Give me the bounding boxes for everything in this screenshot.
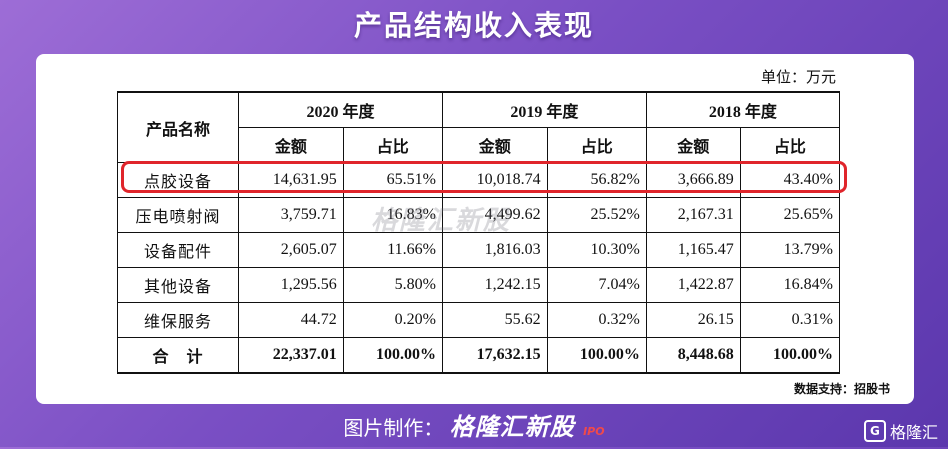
cell-amount: 26.15: [645, 302, 741, 338]
unit-label: 单位：万元: [760, 68, 836, 86]
page-title: 产品结构收入表现: [353, 9, 594, 42]
total-amount: 8,448.68: [645, 337, 741, 374]
cell-share: 25.65%: [739, 197, 841, 233]
table-row: 维保服务 44.72 0.20% 55.62 0.32% 26.15 0.31%: [117, 302, 841, 338]
year-header-2018: 2018 年度: [645, 91, 841, 128]
content-card: 单位：万元 产品名称 2020 年度 2019 年度 2018 年度 金额 占比…: [36, 54, 914, 404]
cell-amount: 2,605.07: [238, 232, 344, 268]
cell-amount: 1,242.15: [441, 267, 548, 303]
cell-share: 16.84%: [739, 267, 841, 303]
cell-amount: 14,631.95: [238, 162, 344, 198]
source-note: 数据支持：招股书: [793, 382, 890, 396]
total-label: 合 计: [117, 337, 239, 374]
logo-text: 格隆汇: [889, 423, 938, 442]
row-name: 设备配件: [117, 232, 239, 268]
year-header-2019: 2019 年度: [441, 91, 647, 128]
sub-header-share: 占比: [342, 127, 443, 163]
cell-share: 25.52%: [546, 197, 647, 233]
table-row: 其他设备 1,295.56 5.80% 1,242.15 7.04% 1,422…: [117, 267, 841, 303]
cell-amount: 1,165.47: [645, 232, 741, 268]
total-row: 合 计 22,337.01 100.00% 17,632.15 100.00% …: [117, 337, 841, 374]
watermark: 格隆汇新股: [371, 206, 512, 236]
total-share: 100.00%: [546, 337, 647, 374]
footer-ipo-tag: IPO: [583, 425, 605, 438]
table-row: 压电喷射阀 3,759.71 16.83% 4,499.62 25.52% 2,…: [117, 197, 841, 233]
year-header-2020: 2020 年度: [238, 91, 443, 128]
cell-share: 0.32%: [546, 302, 647, 338]
cell-amount: 4,499.62: [441, 197, 548, 233]
total-amount: 17,632.15: [441, 337, 548, 374]
logo-icon: G: [863, 420, 886, 442]
cell-share: 0.20%: [342, 302, 443, 338]
row-name: 维保服务: [117, 302, 239, 338]
table-row: 点胶设备 14,631.95 65.51% 10,018.74 56.82% 3…: [117, 162, 841, 198]
table-row: 设备配件 2,605.07 11.66% 1,816.03 10.30% 1,1…: [117, 232, 841, 268]
sub-header-amount: 金额: [645, 127, 741, 163]
footer-label: 图片制作：: [343, 416, 444, 440]
cell-share: 16.83%: [342, 197, 443, 233]
name-header: 产品名称: [117, 91, 239, 163]
cell-share: 13.79%: [739, 232, 841, 268]
cell-amount: 1,295.56: [238, 267, 344, 303]
header-row-sub: 金额 占比 金额 占比 金额 占比: [118, 127, 841, 163]
cell-amount: 10,018.74: [441, 162, 548, 198]
sub-header-share: 占比: [546, 127, 647, 163]
row-name: 压电喷射阀: [117, 197, 239, 233]
cell-share: 56.82%: [546, 162, 647, 198]
cell-share: 11.66%: [342, 232, 443, 268]
cell-amount: 3,666.89: [645, 162, 741, 198]
cell-amount: 55.62: [441, 302, 548, 338]
cell-share: 7.04%: [546, 267, 647, 303]
footer: 图片制作： 格隆汇新股 IPO: [0, 410, 948, 444]
revenue-table: 产品名称 2020 年度 2019 年度 2018 年度 金额 占比 金额 占比…: [117, 91, 841, 374]
cell-amount: 1,422.87: [645, 267, 741, 303]
cell-amount: 2,167.31: [645, 197, 741, 233]
total-share: 100.00%: [342, 337, 443, 374]
corner-logo: G 格隆汇: [863, 419, 938, 443]
total-amount: 22,337.01: [238, 337, 344, 374]
total-share: 100.00%: [739, 337, 841, 374]
cell-share: 5.80%: [342, 267, 443, 303]
sub-header-share: 占比: [739, 127, 841, 163]
sub-header-amount: 金额: [441, 127, 548, 163]
row-name: 其他设备: [117, 267, 239, 303]
header-row-years: 产品名称 2020 年度 2019 年度 2018 年度: [117, 91, 841, 163]
footer-brand: 格隆汇新股: [449, 413, 575, 441]
cell-share: 43.40%: [739, 162, 841, 198]
cell-share: 10.30%: [546, 232, 647, 268]
row-name: 点胶设备: [117, 162, 239, 198]
cell-amount: 3,759.71: [238, 197, 344, 233]
sub-header-amount: 金额: [238, 127, 344, 163]
cell-share: 65.51%: [342, 162, 443, 198]
cell-share: 0.31%: [739, 302, 841, 338]
cell-amount: 1,816.03: [441, 232, 548, 268]
cell-amount: 44.72: [238, 302, 344, 338]
